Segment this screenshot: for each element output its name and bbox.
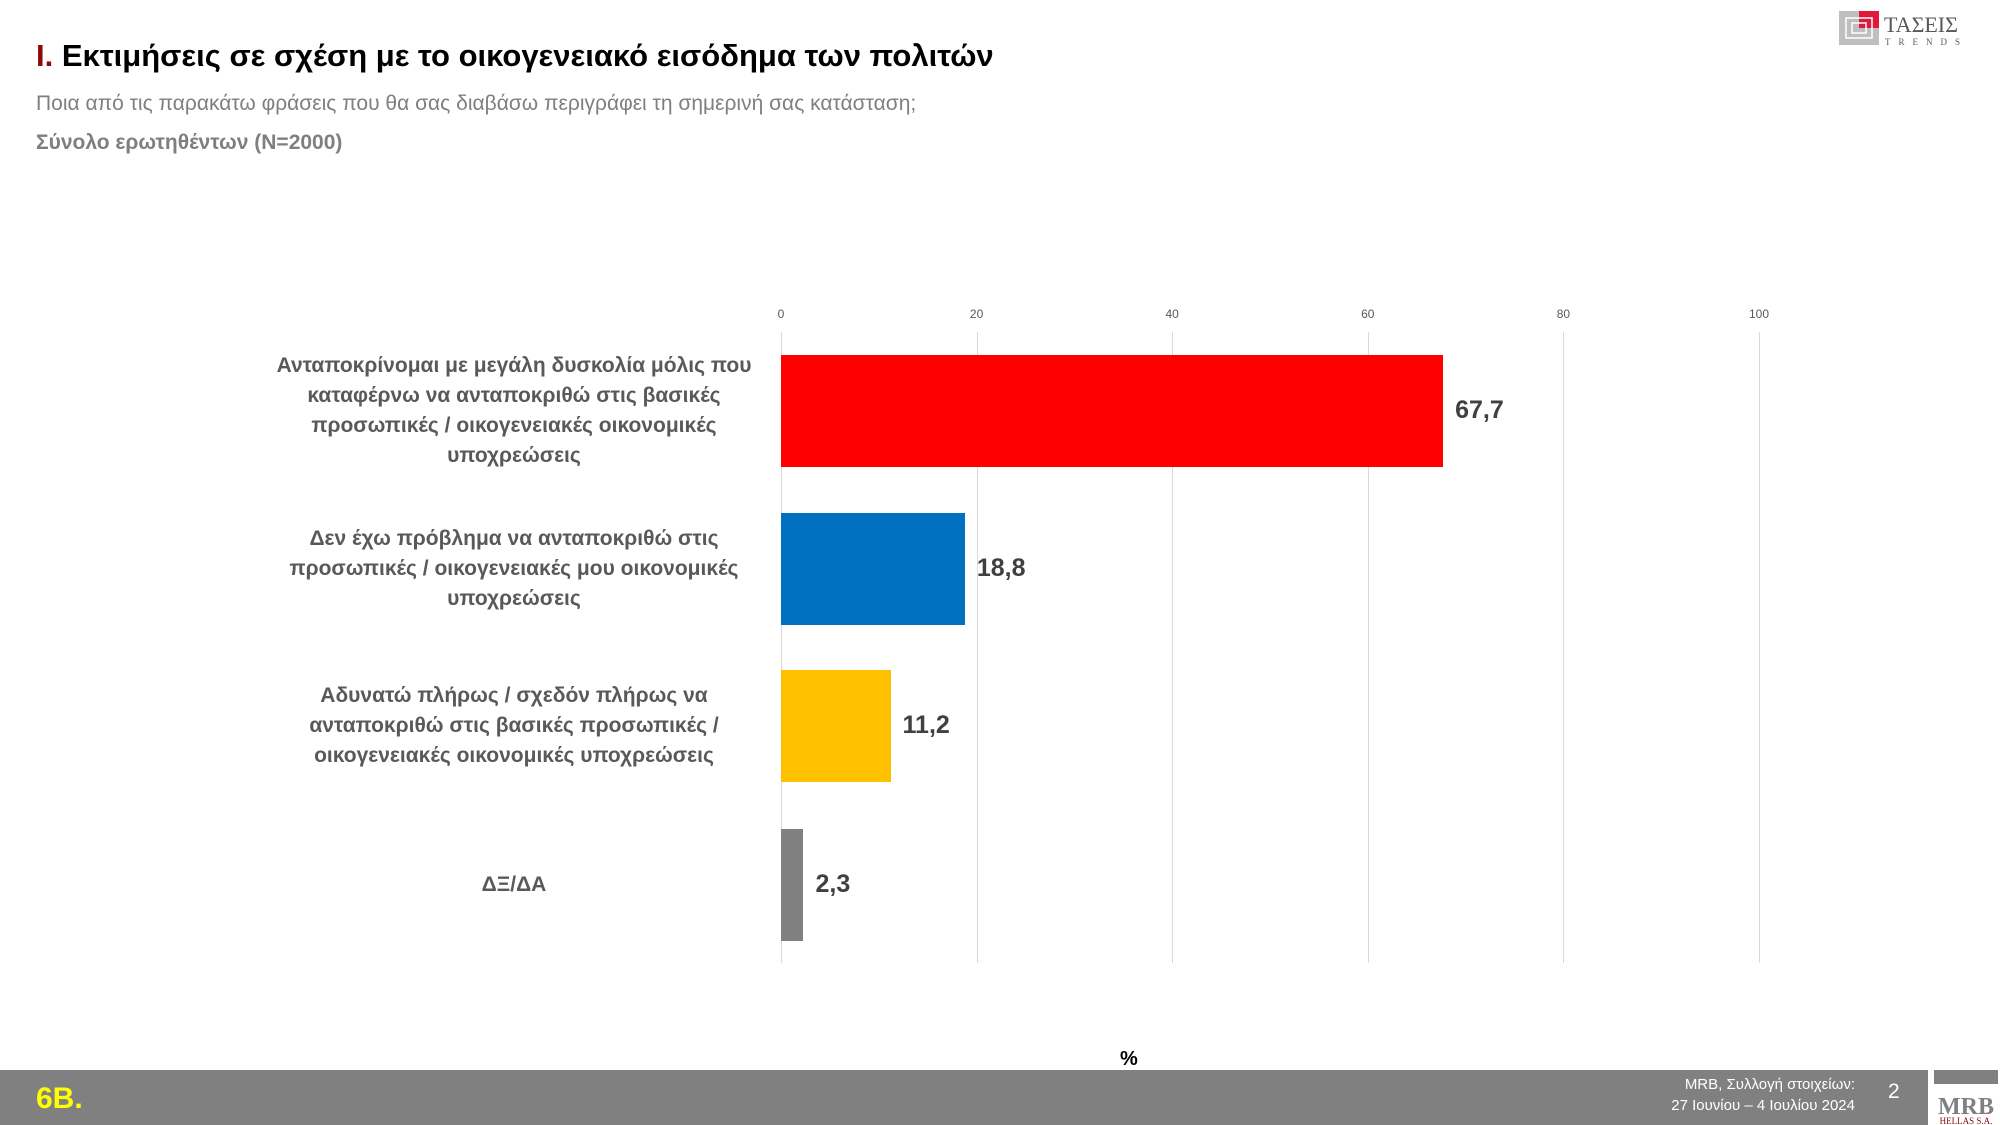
x-tick-label: 80 (1556, 307, 1571, 321)
gridline (1172, 332, 1174, 963)
category-label: ΔΞ/ΔΑ (481, 873, 547, 896)
sample-base: Σύνολο ερωτηθέντων (N=2000) (36, 131, 343, 154)
question-text: Ποια από τις παρακάτω φράσεις που θα σας… (36, 92, 917, 115)
title-number: I. (36, 38, 54, 73)
gridline (976, 332, 978, 963)
bar (781, 513, 965, 625)
svg-text:HELLAS S.A.: HELLAS S.A. (1940, 1116, 1993, 1125)
svg-text:ΤΑΣΕΙΣ: ΤΑΣΕΙΣ (1884, 12, 1958, 37)
title-text: Εκτιμήσεις σε σχέση με το οικογενειακό ε… (61, 38, 994, 73)
source-line: MRB, Συλλογή στοιχείων: (1684, 1076, 1855, 1093)
gridline (1563, 332, 1565, 963)
data-label: 2,3 (815, 870, 851, 898)
gridline (1759, 332, 1760, 963)
taseis-trends-logo: ΤΑΣΕΙΣ TRENDS (1839, 11, 1968, 47)
slide-code: 6B. (36, 1082, 83, 1115)
x-axis-label: % (1120, 1048, 1138, 1070)
data-label: 67,7 (1455, 396, 1504, 424)
category-label: Αδυνατώ πλήρως / σχεδόν πλήρως να ανταπο… (309, 684, 719, 767)
page-title: I. Εκτιμήσεις σε σχέση με το οικογενειακ… (36, 38, 994, 74)
page-number: 2 (1888, 1080, 1900, 1103)
footer-bar (0, 1070, 1928, 1125)
x-tick-label: 100 (1748, 307, 1770, 321)
bar (781, 829, 804, 941)
bar (781, 355, 1444, 467)
x-tick-label: 20 (969, 307, 984, 321)
bar (781, 670, 891, 782)
data-label: 11,2 (902, 711, 950, 739)
source-note: MRB, Συλλογή στοιχείων: 27 Ιουνίου – 4 Ιο… (1671, 1074, 1855, 1116)
gridline (1367, 332, 1369, 963)
category-label: Δεν έχω πρόβλημα να ανταποκριθώ στις προ… (289, 527, 739, 610)
mrb-logo: MRB HELLAS S.A. (1932, 1070, 2000, 1125)
x-tick-label: 40 (1165, 307, 1179, 321)
gridline (781, 332, 782, 963)
category-label: Ανταποκρίνομαι με μεγάλη δυσκολία μόλις … (276, 354, 752, 467)
svg-text:MRB: MRB (1938, 1094, 1994, 1120)
x-tick-label: 60 (1361, 307, 1375, 321)
svg-text:TRENDS: TRENDS (1885, 37, 1968, 47)
source-dates: 27 Ιουνίου – 4 Ιουλίου 2024 (1671, 1097, 1855, 1114)
data-label: 18,8 (976, 554, 1026, 582)
x-tick-label: 0 (777, 307, 785, 321)
